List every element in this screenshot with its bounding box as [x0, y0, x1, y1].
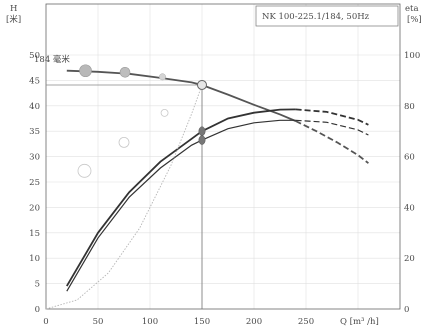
efficiency_curve-line: [66, 108, 296, 287]
impeller-diameter-label: 184 毫米: [34, 54, 70, 65]
plot-frame: [45, 3, 401, 310]
grid: [46, 4, 400, 309]
right-tick-label: 0: [404, 305, 409, 315]
x-tick-label: 0: [43, 317, 48, 327]
left-tick-label: 50: [29, 51, 40, 61]
left-tick-label: 30: [29, 153, 40, 163]
efficiency-marker: [198, 135, 206, 145]
x-axis-label: Q [m³ /h]: [340, 317, 379, 327]
curves: [45, 69, 369, 310]
left-axis-label-unit: [米]: [6, 14, 21, 25]
efficiency_curve_lower-dashed-line: [295, 119, 369, 136]
head_curve-line: [66, 69, 296, 122]
data-marker: [159, 73, 166, 81]
efficiency_curve_lower-line: [66, 119, 296, 292]
title-box: NK 100-225.1/184, 50Hz: [255, 5, 399, 27]
data-marker: [118, 136, 130, 148]
right-tick-label: 20: [404, 254, 415, 264]
data-marker: [160, 109, 169, 117]
data-marker: [77, 163, 92, 178]
system_curve-line: [45, 84, 203, 310]
left-axis-ticks: 0 5 10 15 20 25 30 35 40 45 50: [29, 51, 40, 315]
right-axis-label-symbol: eta: [405, 4, 419, 14]
left-axis-label-symbol: H: [10, 4, 17, 14]
head_curve-dashed-line: [295, 120, 369, 164]
data-marker: [79, 64, 92, 78]
left-tick-label: 15: [29, 229, 40, 239]
x-tick-label: 50: [93, 317, 104, 327]
left-tick-label: 20: [29, 203, 40, 213]
x-axis-ticks: 0 50 100 150 200 250: [43, 317, 314, 327]
right-tick-label: 80: [404, 102, 415, 112]
left-tick-label: 5: [35, 280, 40, 290]
x-tick-label: 150: [194, 317, 210, 327]
left-tick-label: 40: [29, 102, 40, 112]
left-tick-label: 0: [35, 305, 40, 315]
right-tick-label: 60: [404, 153, 415, 163]
efficiency_curve-dashed-line: [295, 108, 369, 126]
x-tick-label: 100: [142, 317, 158, 327]
chart-title: NK 100-225.1/184, 50Hz: [262, 12, 370, 22]
right-tick-label: 40: [404, 203, 415, 213]
efficiency-marker: [198, 126, 206, 136]
right-axis-label-unit: [%]: [407, 15, 422, 25]
left-tick-label: 25: [29, 178, 40, 188]
x-tick-label: 200: [246, 317, 262, 327]
data-marker: [197, 79, 207, 90]
x-tick-label: 250: [298, 317, 314, 327]
left-tick-label: 35: [29, 127, 40, 137]
markers: [77, 64, 207, 178]
left-tick-label: 45: [29, 76, 40, 86]
left-tick-label: 10: [29, 254, 40, 264]
right-axis-ticks: 0 20 40 60 80 100: [404, 51, 420, 315]
data-marker: [119, 66, 131, 78]
right-tick-label: 100: [404, 51, 420, 61]
